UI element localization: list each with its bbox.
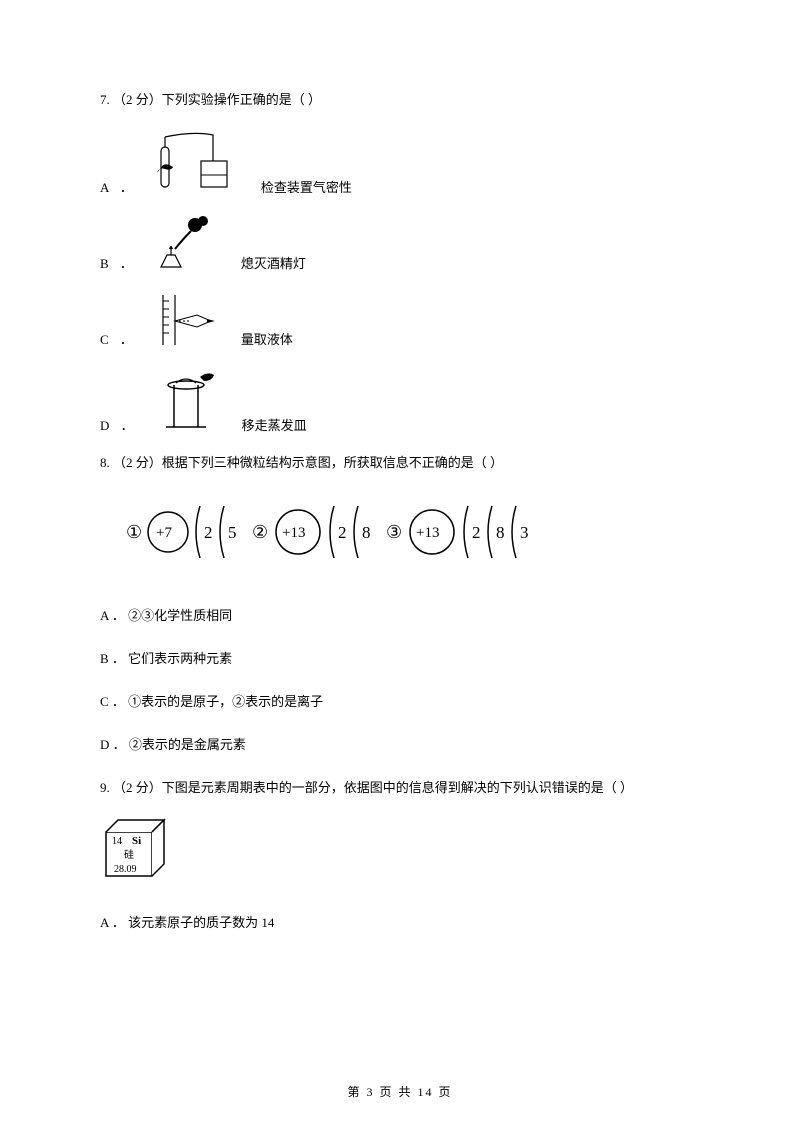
svg-text:8: 8: [496, 523, 505, 542]
svg-text:+7: +7: [156, 525, 172, 541]
q9-element-name: 硅: [124, 848, 134, 861]
q8-option-b[interactable]: B ． 它们表示两种元素: [100, 649, 700, 670]
q7-option-c[interactable]: C ． 量取液体: [100, 291, 700, 351]
svg-text:2: 2: [472, 523, 481, 542]
q7-a-label: A ．: [100, 178, 137, 199]
q8-option-a[interactable]: A ． ②③化学性质相同: [100, 606, 700, 627]
svg-text:3: 3: [520, 523, 529, 542]
q7-b-text: 熄灭酒精灯: [241, 254, 306, 275]
q7-option-d[interactable]: D ． 移走蒸发皿: [100, 367, 700, 437]
q7-d-figure: [154, 367, 224, 437]
q7-a-figure: [153, 129, 243, 199]
q8-diagram: ① +7 2 5 ② +13 2 8 ③ +13 2 8 3: [112, 492, 700, 579]
page-footer: 第 3 页 共 14 页: [0, 1083, 800, 1102]
q8-circled-3: ③: [386, 522, 402, 542]
q8-option-d[interactable]: D ． ②表示的是金属元素: [100, 735, 700, 756]
q9-stem: 9. （2 分）下图是元素周期表中的一部分，依据图中的信息得到解决的下列认识错误…: [100, 778, 700, 799]
q9-element-box: 14 Si 硅 28.09: [100, 816, 700, 893]
q7-option-a[interactable]: A ． 检查装置气密性: [100, 129, 700, 199]
svg-text:+13: +13: [282, 525, 305, 541]
q7-c-text: 量取液体: [241, 330, 293, 351]
q7-c-figure: [153, 291, 223, 351]
q7-d-label: D ．: [100, 416, 138, 437]
svg-text:2: 2: [204, 523, 213, 542]
q7-a-text: 检查装置气密性: [261, 178, 352, 199]
q8-circled-1: ①: [126, 522, 142, 542]
q9-option-a[interactable]: A ． 该元素原子的质子数为 14: [100, 913, 700, 934]
q7-stem: 7. （2 分）下列实验操作正确的是（ ）: [100, 90, 700, 111]
svg-text:+13: +13: [416, 525, 439, 541]
q7-c-label: C ．: [100, 330, 137, 351]
q9-atomic-number: 14: [112, 836, 122, 847]
q9-symbol: Si: [132, 835, 141, 847]
svg-text:5: 5: [228, 523, 237, 542]
q7-option-b[interactable]: B ． 熄灭酒精灯: [100, 215, 700, 275]
q9-mass: 28.09: [114, 864, 137, 875]
q8-option-c[interactable]: C ． ①表示的是原子，②表示的是离子: [100, 692, 700, 713]
q7-b-figure: [153, 215, 223, 275]
q8-circled-2: ②: [252, 522, 268, 542]
svg-text:8: 8: [362, 523, 371, 542]
q8-stem: 8. （2 分）根据下列三种微粒结构示意图，所获取信息不正确的是（ ）: [100, 453, 700, 474]
q7-b-label: B ．: [100, 254, 137, 275]
q7-d-text: 移走蒸发皿: [242, 416, 307, 437]
svg-text:2: 2: [338, 523, 347, 542]
